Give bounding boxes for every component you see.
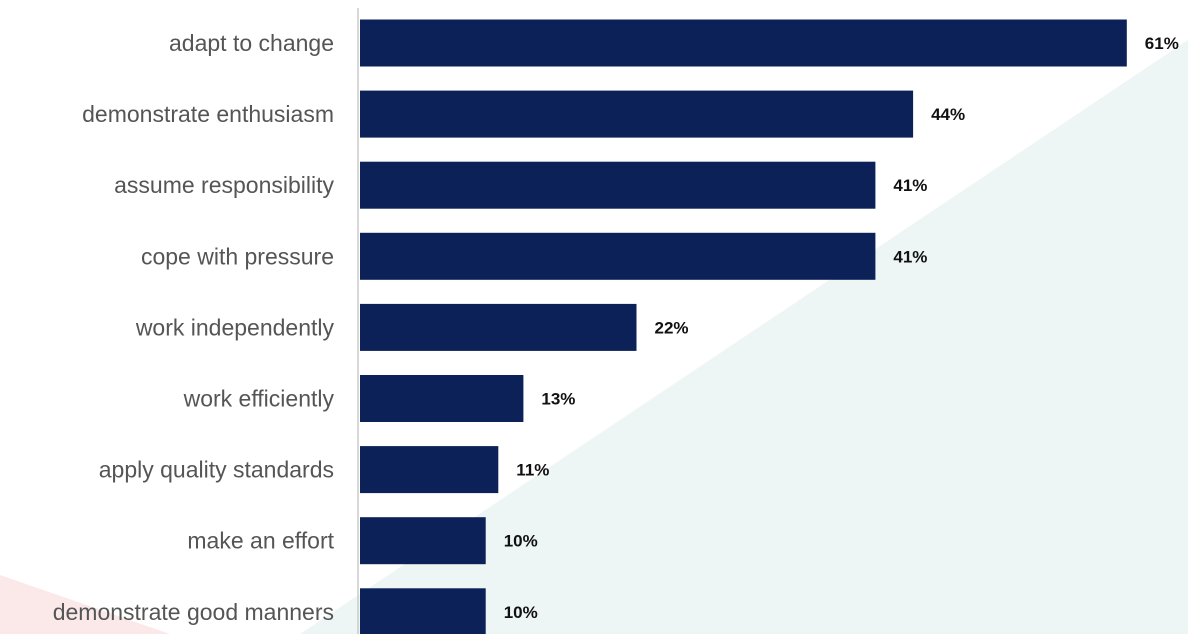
- value-label: 11%: [516, 461, 549, 480]
- value-label-group: 61% 44% 41% 41% 22% 13% 11% 10% 10%: [504, 34, 1179, 622]
- category-label: cope with pressure: [141, 243, 334, 269]
- bar-group: [360, 19, 1127, 634]
- category-label: work independently: [135, 314, 335, 340]
- category-label: demonstrate enthusiasm: [82, 101, 334, 127]
- bar: [360, 446, 499, 494]
- value-label: 61%: [1145, 34, 1179, 53]
- value-label: 44%: [931, 105, 965, 124]
- bar: [360, 588, 486, 634]
- bar: [360, 161, 876, 209]
- category-label-group: adapt to change demonstrate enthusiasm ass…: [53, 30, 335, 625]
- value-label: 10%: [504, 532, 538, 551]
- bar: [360, 375, 524, 422]
- category-label: work efficiently: [183, 386, 335, 412]
- value-label: 13%: [541, 390, 575, 409]
- category-label: assume responsibility: [114, 172, 334, 198]
- bar: [360, 517, 486, 565]
- value-label: 10%: [504, 603, 538, 622]
- pink-background-shape: [0, 575, 170, 634]
- teal-background-shape: [300, 40, 1188, 634]
- category-label: adapt to change: [169, 30, 334, 56]
- bar: [360, 19, 1127, 67]
- category-label: make an effort: [187, 528, 334, 554]
- value-label: 41%: [893, 247, 927, 266]
- bar: [360, 232, 876, 280]
- category-label: apply quality standards: [99, 457, 334, 483]
- bar: [360, 90, 914, 138]
- bar: [360, 303, 637, 351]
- category-label: demonstrate good manners: [53, 599, 334, 625]
- value-label: 22%: [655, 318, 689, 337]
- value-label: 41%: [893, 176, 927, 195]
